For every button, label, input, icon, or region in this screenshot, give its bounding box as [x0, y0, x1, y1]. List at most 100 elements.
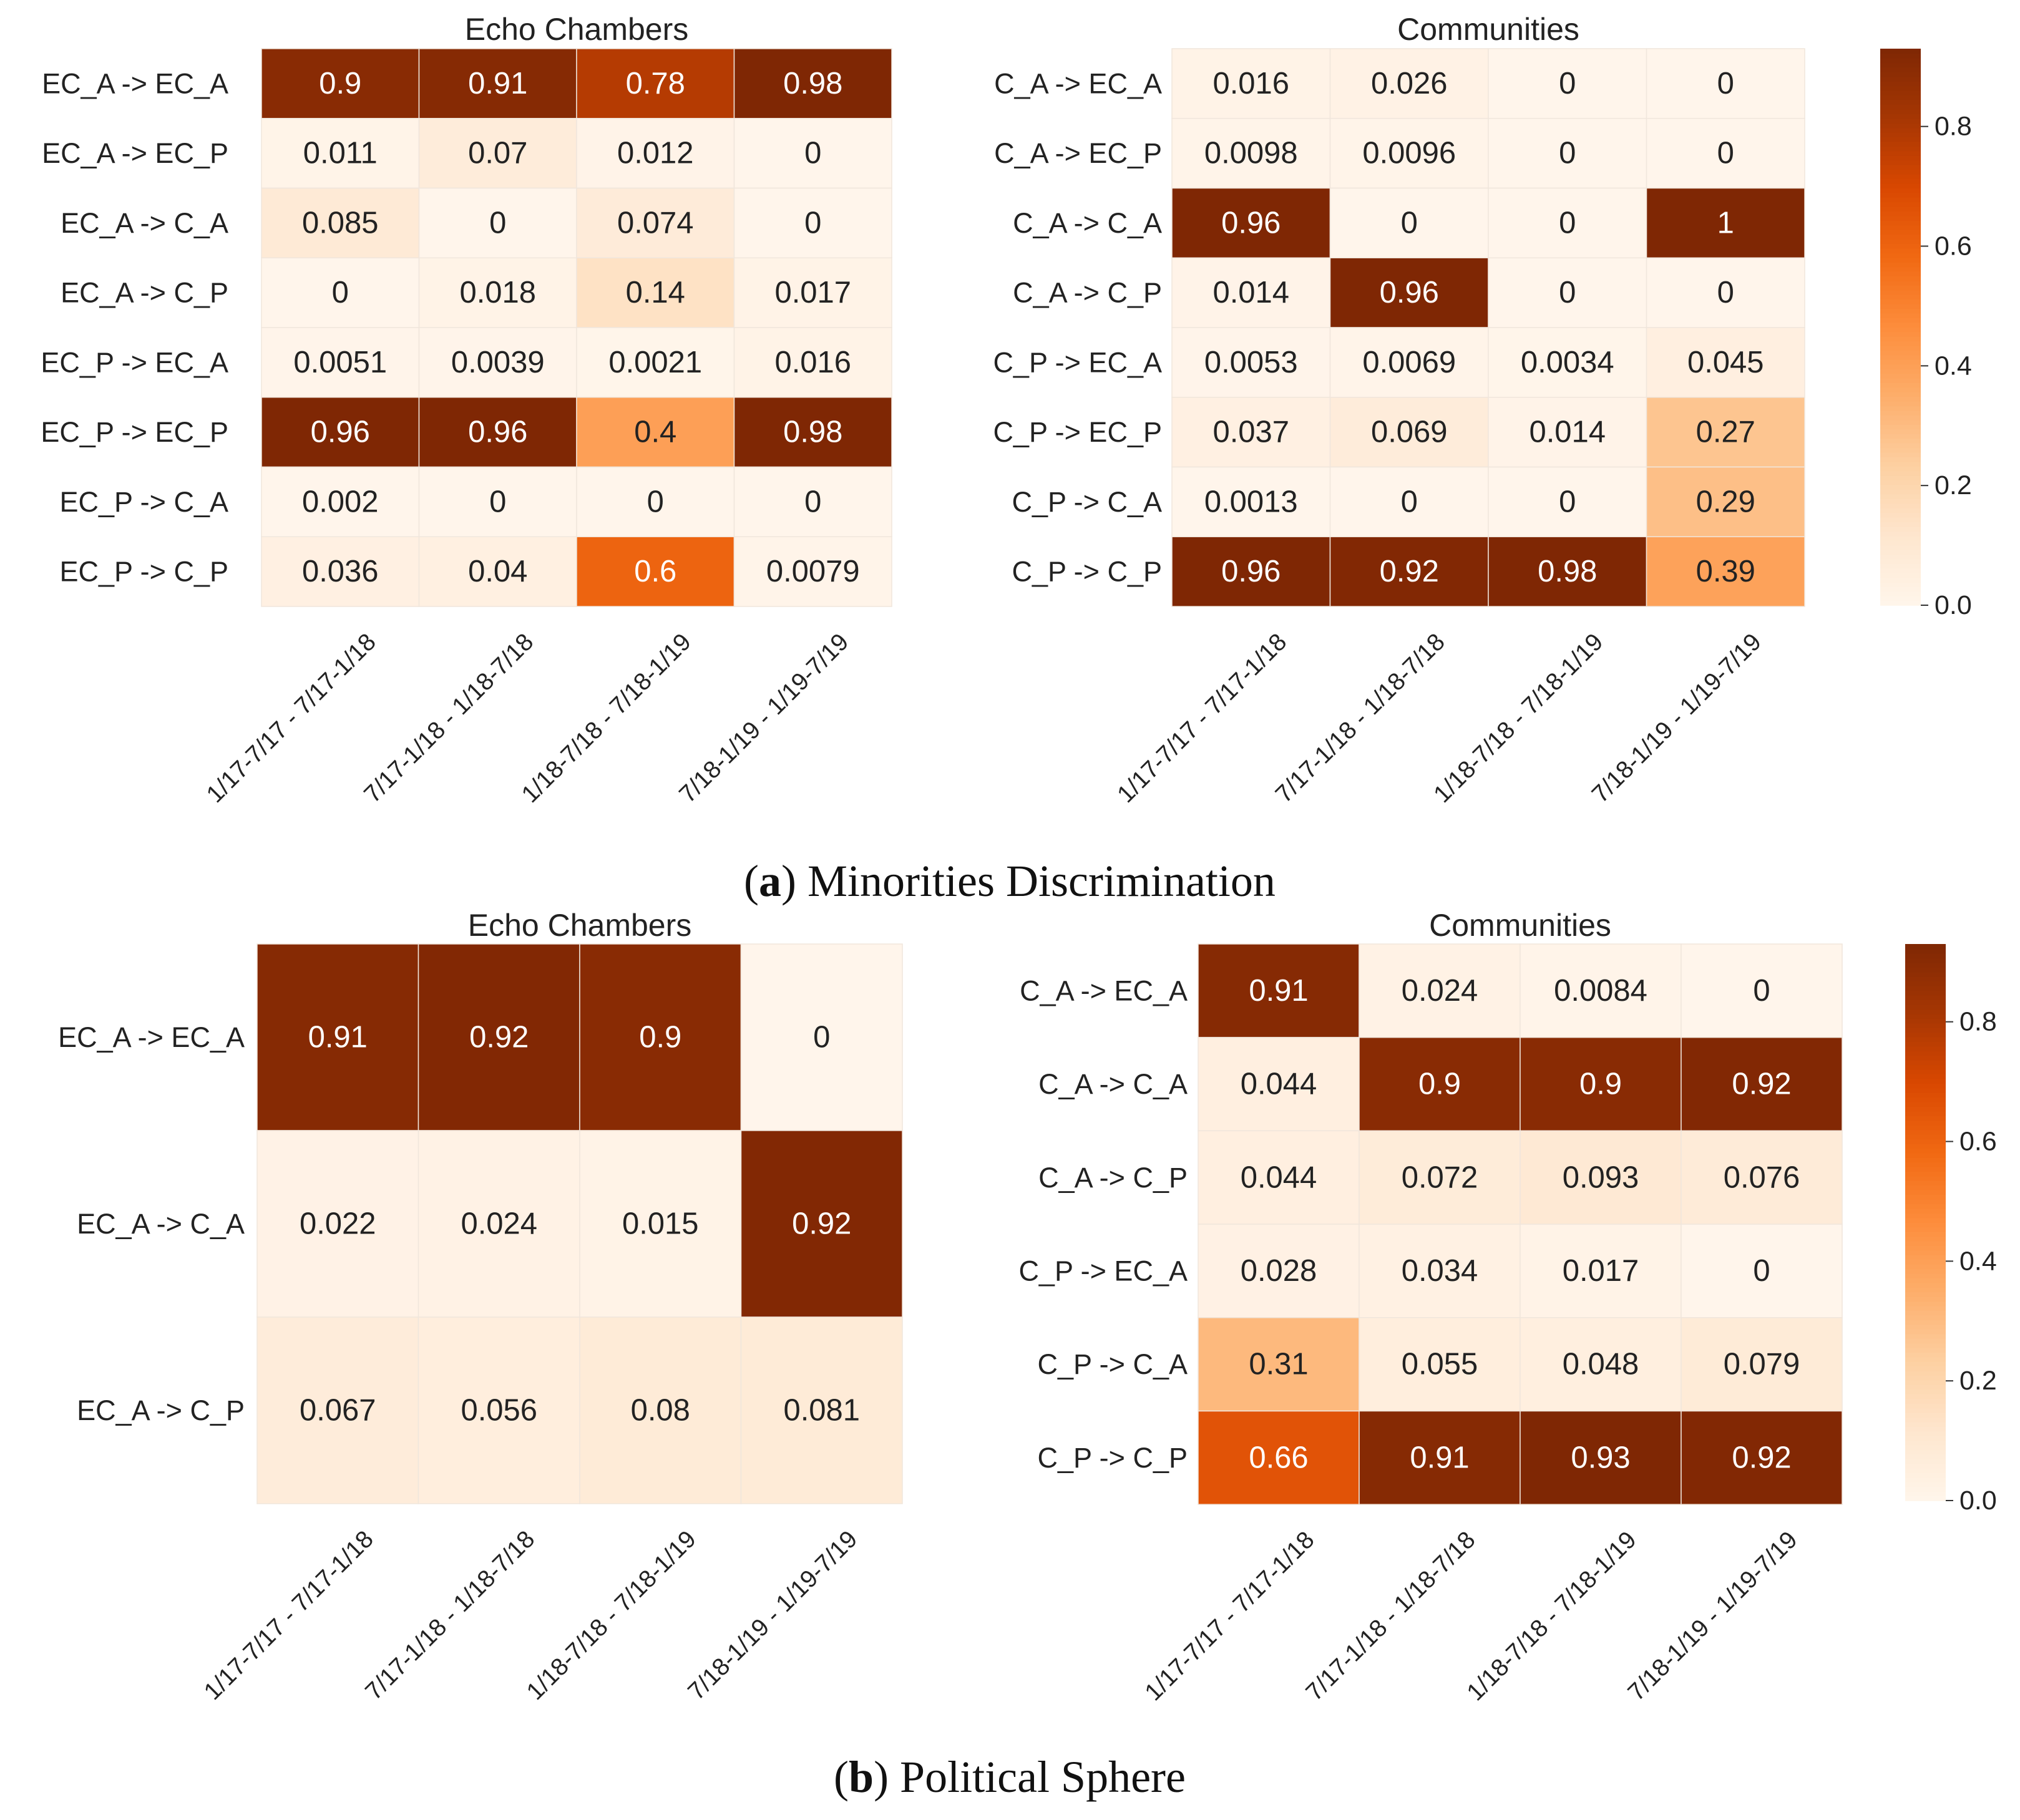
colorbar-segment	[1905, 1245, 1946, 1251]
cell-value-label: 0.98	[783, 67, 842, 100]
colorbar-segment	[1880, 215, 1921, 221]
cell-value-label: 0.98	[1538, 555, 1597, 588]
colorbar-segment	[1880, 183, 1921, 188]
cell-value-label: 0.024	[1402, 974, 1478, 1008]
colorbar-segment	[1880, 178, 1921, 184]
cell-value-label: 0	[1753, 1254, 1770, 1288]
y-tick-label: EC_P -> EC_P	[41, 416, 228, 448]
colorbar-segment	[1905, 1268, 1946, 1274]
colorbar-segment	[1905, 1375, 1946, 1381]
colorbar-segment	[1905, 1227, 1946, 1232]
colorbar-segment	[1880, 531, 1921, 537]
colorbar-segment	[1905, 1097, 1946, 1102]
colorbar-segment	[1880, 392, 1921, 397]
cell-value-label: 0.98	[783, 416, 842, 449]
colorbar-segment	[1905, 1032, 1946, 1038]
cell-value-label: 0.96	[311, 416, 370, 449]
cell-value-label: 0.093	[1563, 1161, 1639, 1194]
colorbar-segment	[1905, 967, 1946, 973]
cell-value-label: 0	[647, 485, 664, 518]
heatmap-cell	[1359, 943, 1521, 1038]
colorbar-segment	[1880, 387, 1921, 392]
heatmap-cell	[418, 257, 577, 328]
colorbar-segment	[1880, 377, 1921, 383]
colorbar-segment	[1880, 164, 1921, 170]
y-tick-label: C_P -> C_P	[1012, 556, 1162, 588]
colorbar-segment	[1905, 1477, 1946, 1483]
heatmap-cell	[418, 327, 577, 398]
colorbar-tick-label: 0.4	[1959, 1246, 1997, 1276]
cell-value-label: 0.0039	[451, 346, 545, 379]
colorbar-segment	[1905, 953, 1946, 959]
colorbar-segment	[1880, 294, 1921, 300]
colorbar-segment	[1905, 1101, 1946, 1107]
colorbar-segment	[1880, 127, 1921, 133]
heatmap-cell	[1359, 1224, 1521, 1318]
heatmap-cell	[1198, 1130, 1360, 1225]
colorbar-segment	[1880, 202, 1921, 207]
cell-value-label: 0.29	[1696, 485, 1755, 518]
colorbar-segment	[1880, 507, 1921, 513]
cell-value-label: 0.92	[1732, 1068, 1791, 1101]
colorbar-segment	[1880, 261, 1921, 268]
cell-value-label: 0.085	[302, 206, 379, 240]
heatmap-a-echo-chambers: Echo Chambers 0.9 0.91 0.78 0.98 0.011 0.07 0.0…	[41, 12, 892, 808]
colorbar-segment	[1905, 1250, 1946, 1255]
heatmap-cell	[733, 327, 892, 398]
colorbar-segment	[1905, 1482, 1946, 1487]
colorbar-segment	[1905, 981, 1946, 986]
heatmap-cell	[1359, 1410, 1521, 1505]
colorbar-segment	[1880, 457, 1921, 462]
cell-value-label: 0.96	[1221, 206, 1281, 240]
cell-value-label: 0.044	[1241, 1161, 1317, 1194]
cell-value-label: 0	[1559, 485, 1576, 518]
heatmap-cell	[733, 397, 892, 468]
cell-value-label: 0	[804, 137, 821, 170]
heatmap-cell	[1681, 1317, 1843, 1412]
heatmap-cell	[1681, 1036, 1843, 1132]
cell-value-label: 0	[1717, 137, 1734, 170]
colorbar-segment	[1880, 150, 1921, 156]
colorbar-segment	[1880, 122, 1921, 129]
colorbar-segment	[1880, 568, 1921, 573]
colorbar-segment	[1880, 85, 1921, 91]
colorbar-b: 0.0 0.2 0.4 0.6 0.8	[1905, 944, 1997, 1516]
colorbar-segment	[1880, 285, 1921, 291]
colorbar-segment	[1905, 1282, 1946, 1288]
cell-value-label: 0.079	[1724, 1348, 1800, 1381]
cell-value-label: 0.91	[308, 1021, 368, 1054]
heatmap-cell	[579, 943, 742, 1131]
cell-value-label: 0.0096	[1362, 137, 1456, 170]
colorbar-segment	[1905, 1059, 1946, 1066]
colorbar-segment	[1905, 1315, 1946, 1320]
y-tick-label: EC_A -> C_P	[77, 1394, 245, 1426]
cell-value-label: 0.0034	[1521, 346, 1614, 379]
heatmap-cell	[256, 943, 419, 1131]
colorbar-segment	[1880, 470, 1921, 476]
y-tick-label: C_A -> EC_A	[994, 67, 1162, 99]
colorbar-segment	[1905, 1199, 1946, 1205]
colorbar-segment	[1905, 1023, 1946, 1028]
colorbar-segment	[1880, 57, 1921, 64]
y-tick-label: C_P -> C_A	[1012, 486, 1162, 518]
heatmap-cell	[733, 118, 892, 189]
cell-value-label: 0.39	[1696, 555, 1755, 588]
cell-value-label: 0.055	[1402, 1348, 1478, 1381]
cell-value-label: 0.016	[774, 346, 851, 379]
cell-value-label: 0.27	[1696, 416, 1755, 449]
colorbar-segment	[1880, 406, 1921, 411]
colorbar-segment	[1905, 962, 1946, 968]
colorbar-segment	[1905, 995, 1946, 1000]
colorbar-segment	[1880, 480, 1921, 485]
cell-value-label: 0.0013	[1204, 485, 1298, 518]
colorbar-segment	[1905, 1069, 1946, 1074]
heatmap-cell	[1681, 1224, 1843, 1318]
heatmap-cell	[417, 1130, 580, 1318]
heatmap-cell	[576, 48, 735, 119]
heatmap-cell	[740, 1130, 903, 1318]
heatmap-cell	[1520, 1224, 1682, 1318]
cell-value-label: 0.08	[631, 1394, 690, 1428]
y-tick-label: C_A -> EC_P	[994, 137, 1162, 169]
colorbar-segment	[1905, 1305, 1946, 1311]
colorbar-segment	[1880, 415, 1921, 421]
